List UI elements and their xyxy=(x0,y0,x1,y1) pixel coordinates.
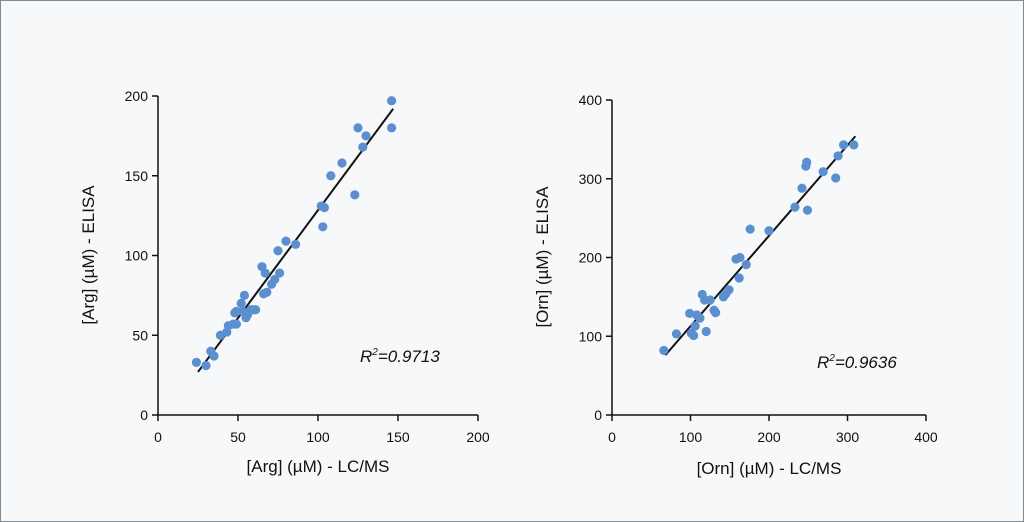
orn-x-tick-label: 300 xyxy=(836,429,860,445)
arg-x-tick-label: 50 xyxy=(230,429,246,445)
arg-y-tick-label: 100 xyxy=(125,248,149,264)
arg-data-point xyxy=(358,142,368,152)
orn-data-point xyxy=(802,157,812,167)
arg-data-point xyxy=(353,123,363,133)
orn-x-ticks: 0 100 200 300 400 xyxy=(608,415,938,445)
arg-data-point xyxy=(387,123,397,133)
arg-x-tick-label: 100 xyxy=(306,429,330,445)
orn-x-axis-title: [Orn] (µM) - LC/MS xyxy=(697,459,842,478)
orn-r-squared-annotation: R2=0.9636 xyxy=(817,353,897,372)
arg-y-ticks: 0 50 100 150 200 xyxy=(125,88,158,423)
arg-data-point xyxy=(191,357,201,367)
orn-data-point xyxy=(711,308,721,318)
arg-data-point xyxy=(251,305,261,315)
arg-x-tick-label: 0 xyxy=(154,429,162,445)
orn-data-point xyxy=(689,330,699,341)
arg-data-points xyxy=(191,96,397,371)
arg-data-point xyxy=(291,239,301,249)
orn-y-ticks: 0 100 200 300 400 xyxy=(579,92,612,423)
orn-data-point xyxy=(695,313,705,323)
orn-y-tick-label: 400 xyxy=(579,92,603,108)
orn-data-point xyxy=(690,321,700,331)
orn-data-point xyxy=(818,167,828,177)
arg-data-point xyxy=(318,222,328,232)
arg-data-point xyxy=(281,236,291,246)
arg-x-tick-label: 200 xyxy=(466,429,490,445)
arg-data-point xyxy=(319,203,329,213)
arg-y-tick-label: 150 xyxy=(125,168,149,184)
orn-data-points xyxy=(659,140,859,356)
arg-scatter-chart: 0 50 100 150 200 0 50 100 150 200 [Arg] (µM) - L… xyxy=(79,88,490,476)
arg-y-tick-label: 0 xyxy=(140,407,148,423)
orn-data-point xyxy=(745,224,755,234)
arg-data-point xyxy=(201,360,211,371)
arg-r-squared-annotation: R2=0.9713 xyxy=(360,347,440,366)
arg-data-point xyxy=(337,158,347,168)
arg-data-point xyxy=(231,306,241,316)
orn-data-point xyxy=(734,273,744,283)
arg-data-point xyxy=(260,268,270,278)
orn-data-point xyxy=(741,259,751,270)
orn-data-point xyxy=(790,202,800,212)
orn-y-tick-label: 100 xyxy=(579,328,603,344)
arg-x-axis-title: [Arg] (µM) - LC/MS xyxy=(247,457,390,476)
orn-data-point xyxy=(849,140,859,150)
orn-data-point xyxy=(705,295,715,305)
arg-x-tick-label: 150 xyxy=(386,429,410,445)
orn-y-tick-label: 200 xyxy=(579,250,603,266)
orn-r2-superscript: 2 xyxy=(828,353,835,364)
arg-data-point xyxy=(231,319,241,329)
orn-data-point xyxy=(797,183,807,193)
orn-data-point xyxy=(831,173,841,183)
orn-r2-base: R xyxy=(817,353,829,372)
arg-r2-base: R xyxy=(360,347,372,366)
arg-data-point xyxy=(326,171,336,181)
orn-r2-value: =0.9636 xyxy=(835,353,897,372)
arg-data-point xyxy=(209,351,219,361)
orn-scatter-chart: 0 100 200 300 400 0 100 200 300 400 [Orn] (µM) -… xyxy=(533,92,938,478)
arg-data-point xyxy=(270,274,280,285)
orn-data-point xyxy=(701,326,711,337)
orn-data-point xyxy=(735,252,745,263)
arg-data-point xyxy=(275,268,285,278)
orn-y-tick-label: 0 xyxy=(594,407,602,423)
arg-y-axis-title: [Arg] (µM) - ELISA xyxy=(79,185,98,325)
arg-r2-superscript: 2 xyxy=(371,347,378,358)
orn-x-tick-label: 200 xyxy=(757,429,781,445)
arg-data-point xyxy=(273,246,283,256)
orn-y-axis-title: [Orn] (µM) - ELISA xyxy=(533,186,552,328)
arg-data-point xyxy=(350,190,360,200)
arg-data-point xyxy=(236,298,246,308)
arg-y-tick-label: 50 xyxy=(132,327,148,343)
orn-data-point xyxy=(764,226,774,236)
orn-data-point xyxy=(838,140,849,150)
orn-data-point xyxy=(685,308,695,319)
orn-x-tick-label: 400 xyxy=(914,429,938,445)
orn-x-tick-label: 0 xyxy=(608,429,616,445)
orn-data-point xyxy=(833,151,843,161)
orn-x-tick-label: 100 xyxy=(679,429,703,445)
arg-y-tick-label: 200 xyxy=(125,88,149,104)
arg-data-point xyxy=(239,290,249,300)
orn-data-point xyxy=(802,205,813,215)
arg-r2-value: =0.9713 xyxy=(378,347,440,366)
orn-y-tick-label: 300 xyxy=(579,171,603,187)
arg-data-point xyxy=(262,287,272,297)
orn-data-point xyxy=(671,329,681,339)
orn-data-point xyxy=(659,345,669,356)
orn-data-point xyxy=(724,285,734,295)
arg-x-ticks: 0 50 100 150 200 xyxy=(154,415,490,445)
arg-data-point xyxy=(387,96,397,106)
arg-data-point xyxy=(361,131,371,141)
